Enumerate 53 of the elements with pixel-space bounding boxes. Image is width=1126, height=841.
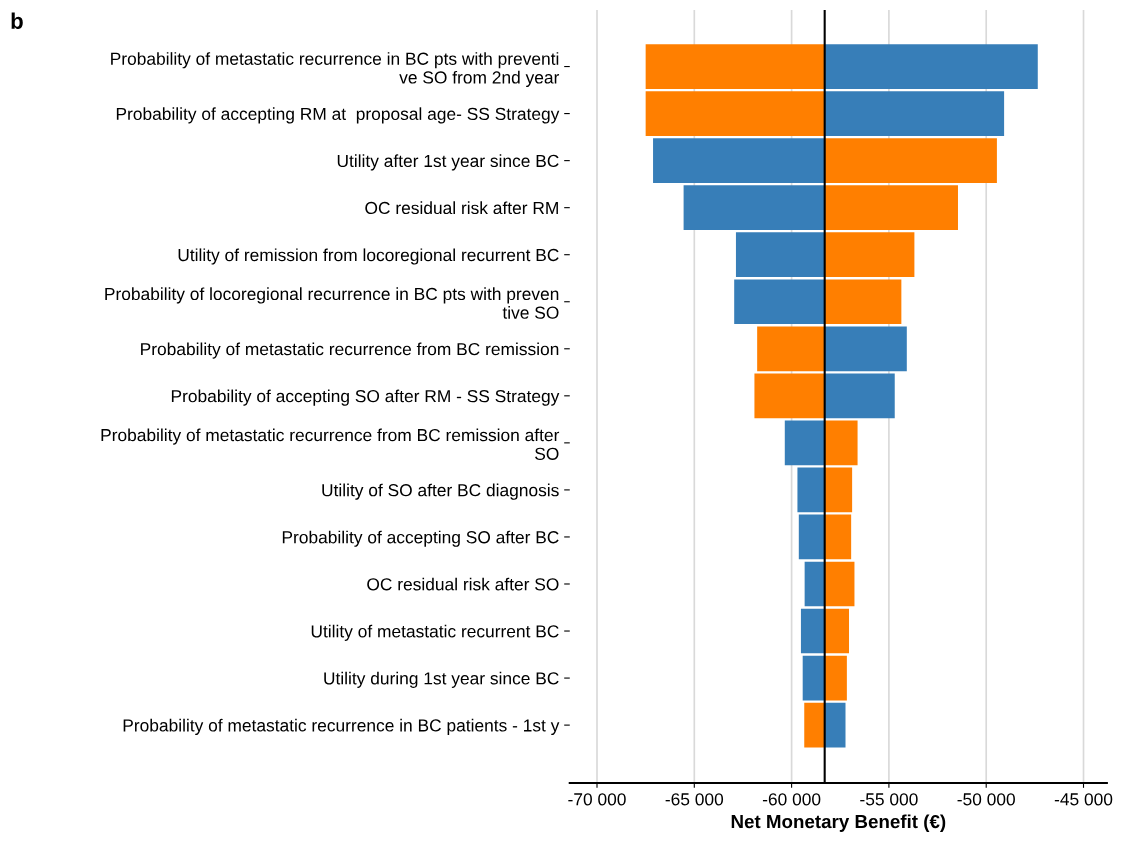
bar: [800, 608, 825, 654]
bar: [824, 702, 846, 748]
y-tick-label: Probability of accepting RM at proposal age- SS Strategy: [116, 107, 560, 124]
y-tick-label: Probability of accepting SO after BC: [282, 530, 559, 547]
bar: [784, 420, 825, 466]
bar: [645, 44, 825, 89]
x-tick-label: -50 000: [957, 793, 1015, 806]
bar: [804, 702, 825, 748]
bar: [683, 185, 825, 231]
x-tick-label: -65 000: [665, 793, 724, 806]
y-tick-label: Probability of metastatic recurrence in BC pts with preventi ve SO from 2nd year: [111, 52, 560, 88]
y-tick-label: Utility after 1st year since BC: [337, 154, 559, 171]
bar: [735, 232, 825, 278]
y-tick-label: Probability of locoregional recurrence in BC pts with preven tive SO: [105, 287, 559, 319]
y-tick-label: Probability of metastatic recurrence in BC patients - 1st y: [123, 718, 560, 735]
bar: [757, 326, 825, 372]
bar: [824, 44, 1038, 89]
bar: [824, 185, 958, 231]
x-tick-label: -45 000: [1054, 793, 1113, 806]
bar: [824, 232, 915, 278]
bar: [824, 91, 1005, 136]
x-tick-label: -60 000: [762, 793, 821, 806]
y-tick-label: Probability of metastatic recurrence from BC remission: [141, 342, 559, 359]
bar: [824, 514, 852, 560]
y-tick-label: Utility during 1st year since BC: [324, 671, 559, 688]
x-tick-label: -70 000: [568, 793, 626, 806]
bar: [824, 608, 850, 654]
bar: [645, 91, 825, 136]
bar: [824, 467, 853, 513]
y-tick-label: Utility of SO after BC diagnosis: [322, 483, 559, 500]
bar: [802, 655, 825, 701]
bar: [824, 279, 902, 325]
bar: [824, 655, 847, 701]
y-tick-label: Utility of metastatic recurrent BC: [311, 624, 559, 641]
bar: [824, 561, 855, 607]
bar: [824, 138, 997, 183]
bar: [824, 420, 858, 466]
y-tick-label: Probability of accepting SO after RM - SS Strategy: [171, 389, 560, 406]
y-tick-label: Probability of metastatic recurrence from BC remission after SO: [101, 428, 560, 460]
bar: [804, 561, 825, 607]
bar: [734, 279, 825, 325]
y-tick-label: Utility of remission from locoregional recurrent BC: [178, 248, 559, 265]
bar: [754, 373, 825, 419]
bar: [653, 138, 825, 183]
bar: [798, 514, 825, 560]
bar: [824, 326, 907, 372]
text: b: [11, 12, 23, 29]
bar: [824, 373, 895, 419]
y-tick-label: OC residual risk after RM: [365, 201, 558, 215]
bar: [797, 467, 825, 513]
x-axis-title: Net Monetary Benefit (€): [731, 814, 946, 832]
y-tick-label: OC residual risk after SO: [367, 577, 559, 591]
x-tick-label: -55 000: [860, 793, 918, 806]
